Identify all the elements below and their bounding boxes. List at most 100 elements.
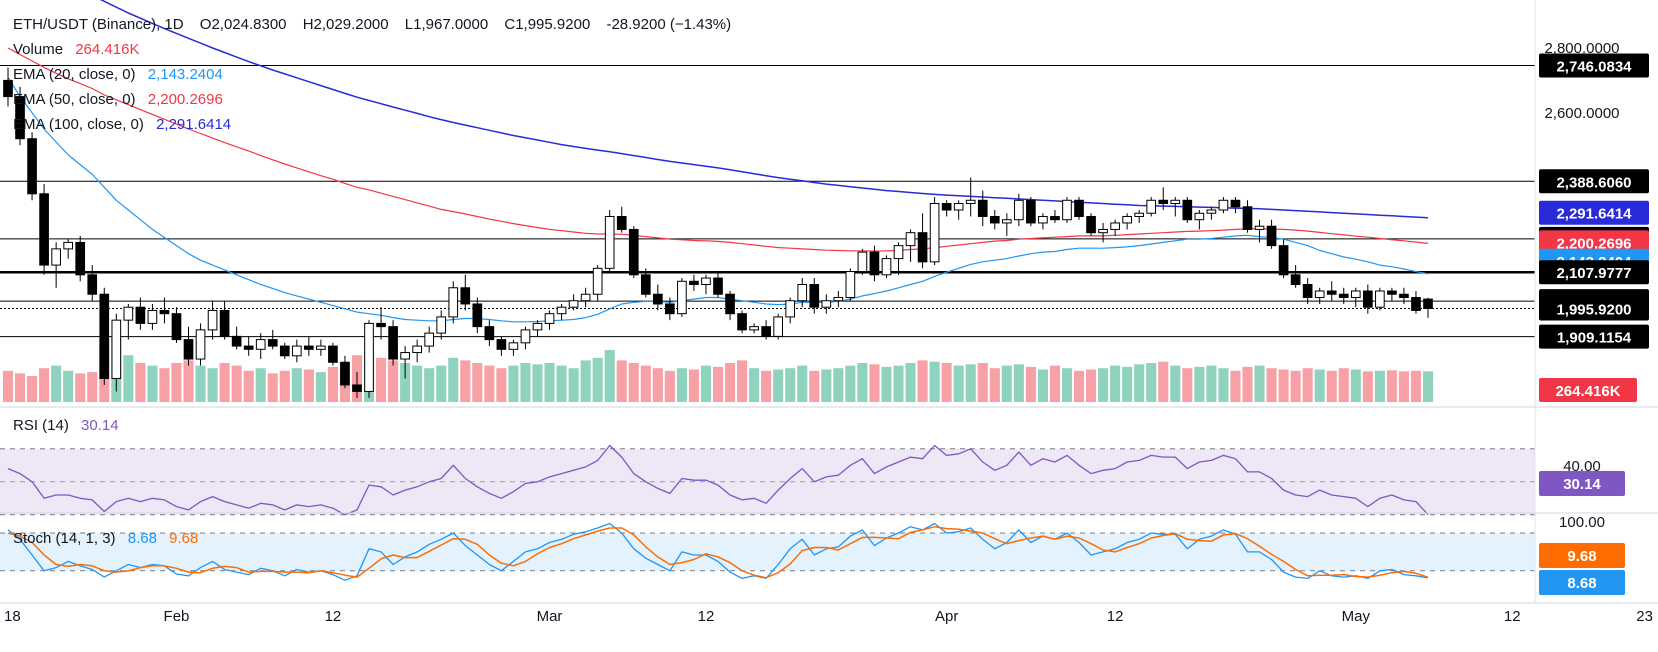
legend-stoch-row[interactable]: Stoch (14, 1, 3) 8.68 9.68 [13,530,198,547]
candle-body [725,293,735,315]
candle-body [857,251,868,273]
candle-body [1423,298,1433,309]
candle-body [484,326,495,341]
legend-ema50-value: 2,200.2696 [148,91,223,108]
stoch-k-line [7,522,1429,581]
time-axis: 18 Feb 12 Mar 12 Apr 12 May 12 23 [4,608,1653,625]
candle-body [1314,290,1325,298]
volume-bar [171,363,182,402]
volume-bar [640,365,651,402]
candle-body [460,287,471,305]
candle-body [412,345,422,354]
volume-bar [400,363,411,402]
volume-bar [977,363,988,402]
candle-body [195,329,206,360]
volume-bar [568,368,579,402]
volume-bars [2,337,1434,402]
candle-body [1230,199,1241,208]
volume-bar [1290,370,1301,402]
candle-body [713,277,723,295]
candles [3,67,1433,398]
candle-body [532,322,543,331]
legend-symbol-row[interactable]: ETH/USDT (Binance), 1D O2,024.8300 H2,02… [13,16,731,33]
candle-body [893,245,904,260]
price-badge-bg [1539,230,1649,255]
candle-body [243,345,254,350]
volume-bar [1049,365,1061,402]
legend-high: H2,029.2000 [303,16,389,33]
price-axis-tick: 2,800.0000 [1544,40,1619,57]
legend-ema100-value: 2,291.6414 [156,116,231,133]
volume-bar [27,376,38,402]
legend-ema20-label: EMA (20, close, 0) [13,66,136,83]
candle-body [1038,215,1048,224]
candle-body [869,251,880,276]
rsi-line [7,444,1429,516]
volume-bar [989,368,1000,402]
volume-bar [761,370,772,402]
candle-body [652,293,663,305]
volume-bar [1242,366,1253,402]
candle-body [472,303,483,328]
candle-body [1278,245,1289,276]
volume-bar [532,364,543,402]
volume-bar [520,363,531,402]
candle-body [51,248,61,266]
volume-bar [448,357,459,402]
candle-body [544,313,555,324]
candle-body [111,319,122,379]
candle-body [689,280,699,286]
stoch-k-badge-bg [1539,570,1625,595]
volume-bar [1146,363,1157,402]
legend-ema50-row[interactable]: EMA (50, close, 0) 2,200.2696 [13,91,223,108]
legend-ema20-row[interactable]: EMA (20, close, 0) 2,143.2404 [13,66,223,83]
legend-low: L1,967.0000 [405,16,488,33]
volume-bar [869,364,880,402]
candle-body [1206,209,1217,214]
candle-body [1375,290,1385,308]
volume-bar [1098,368,1109,402]
stoch-band [0,533,1535,571]
legend-rsi-row[interactable]: RSI (14) 30.14 [13,417,119,434]
stoch-d-badge: 9.68 [1567,548,1596,565]
volume-bar [315,372,326,402]
volume-badge-bg [1539,378,1637,402]
legend-stoch-k-value: 8.68 [128,530,157,547]
volume-bar [388,360,399,402]
volume-bar [1170,365,1181,402]
legend-ema100-row[interactable]: EMA (100, close, 0) 2,291.6414 [13,116,231,133]
volume-bar [737,360,748,402]
legend-volume-row[interactable]: Volume 264.416K [13,41,139,58]
volume-bar [1422,371,1434,402]
time-axis-tick: May [1342,608,1371,625]
volume-bar [688,369,699,402]
volume-bar [135,363,146,402]
volume-bar [749,368,760,402]
volume-bar [243,370,254,402]
candle-body [1399,293,1409,298]
legend: ETH/USDT (Binance), 1D O2,024.8300 H2,02… [13,16,731,547]
volume-bar [63,370,74,402]
candle-body [1146,199,1157,214]
volume-bar [1134,364,1145,402]
candle-body [965,199,976,205]
time-axis-tick: 12 [1504,608,1521,625]
price-badge-bg [1539,53,1649,78]
volume-bar [773,369,784,402]
candle-body [604,215,615,269]
candle-body [400,352,410,360]
volume-bar [1410,370,1422,402]
candle-body [1411,296,1421,311]
stoch-k-badge: 8.68 [1567,575,1596,592]
candle-body [123,306,134,321]
volume-bar [1374,370,1385,402]
price-axis[interactable]: 2,800.0000 2,600.0000 2,746.0834 2,388.6060… [1539,40,1649,402]
candle-body [316,345,326,350]
volume-bar [1362,371,1373,402]
candle-body [1338,293,1349,298]
indicator-bands [0,448,1535,572]
ema50-line [7,47,1429,252]
volume-bar [291,368,302,402]
